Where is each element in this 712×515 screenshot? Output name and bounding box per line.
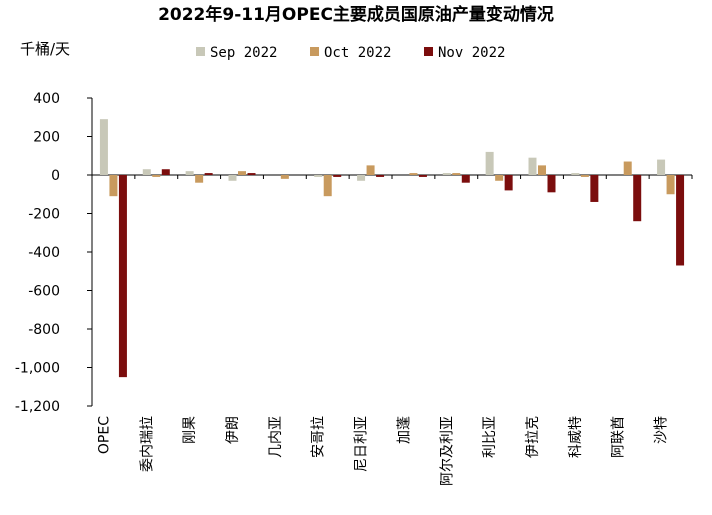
y-tick-label: 200 (33, 130, 60, 146)
bar-3-3 (247, 173, 256, 175)
bar-3-2 (204, 173, 213, 175)
bar-3-13 (676, 175, 685, 266)
legend-swatch-2 (310, 47, 319, 56)
bars (99, 119, 685, 378)
bar-2-3 (238, 171, 246, 175)
bar-1-3 (228, 175, 237, 181)
bar-3-8 (461, 175, 470, 183)
bar-1-8 (442, 173, 451, 175)
bar-3-12 (633, 175, 642, 222)
y-tick-label: -200 (28, 207, 60, 223)
x-tick-label: 刚果 (182, 416, 198, 444)
legend-label-1: Sep 2022 (210, 45, 277, 61)
bar-2-11 (580, 175, 589, 177)
bar-3-9 (504, 175, 513, 191)
bar-1-5 (314, 175, 323, 177)
bar-2-4 (280, 175, 289, 179)
bar-2-6 (366, 165, 375, 176)
bar-1-11 (571, 173, 580, 175)
x-tick-label: 伊朗 (225, 416, 241, 444)
bar-2-10 (538, 165, 546, 176)
y-tick-label: 400 (33, 91, 60, 107)
x-tick-label: 安哥拉 (311, 416, 327, 458)
y-axis-unit-label: 千桶/天 (20, 40, 70, 58)
y-tick-label: -800 (28, 322, 60, 338)
bar-1-2 (185, 171, 194, 175)
x-axis-labels: OPEC 委内瑞拉 刚果 伊朗 几内亚 安哥拉 尼日利亚 加蓬 阿尔及利亚 利比亚 伊拉克 科威特 阿联… (96, 416, 669, 486)
bar-2-7 (409, 173, 418, 175)
legend: Sep 2022 Oct 2022 Nov 2022 (196, 45, 505, 61)
bar-3-0 (118, 175, 127, 378)
bar-3-7 (418, 175, 427, 177)
bar-2-2 (195, 175, 204, 183)
bar-2-13 (666, 175, 675, 195)
bar-3-5 (333, 175, 342, 177)
bar-3-6 (376, 175, 385, 177)
bar-2-12 (623, 161, 632, 175)
x-tick-label: 加蓬 (396, 416, 412, 444)
x-tick-label: 沙特 (654, 416, 670, 444)
y-axis: 400 200 0 -200 -400 -600 -800 -1,000 -1,200 (15, 91, 693, 415)
bar-1-10 (528, 157, 537, 175)
x-tick-label: OPEC (96, 416, 112, 454)
legend-label-2: Oct 2022 (324, 45, 391, 61)
y-tick-label: 0 (51, 168, 60, 184)
bar-1-0 (99, 119, 108, 175)
legend-swatch-1 (196, 47, 205, 56)
legend-label-3: Nov 2022 (438, 45, 505, 61)
bar-1-1 (142, 169, 151, 175)
x-tick-label: 利比亚 (482, 416, 498, 458)
y-tick-label: -1,200 (15, 399, 60, 415)
bar-3-11 (590, 175, 599, 202)
bar-1-13 (657, 159, 666, 175)
y-tick-label: -1,000 (15, 361, 60, 377)
legend-swatch-3 (424, 47, 433, 56)
bar-2-8 (452, 173, 461, 175)
chart-title: 2022年9-11月OPEC主要成员国原油产量变动情况 (158, 4, 554, 25)
x-tick-label: 委内瑞拉 (139, 416, 155, 472)
y-tick-label: -400 (28, 245, 60, 261)
bar-1-6 (357, 175, 366, 181)
bar-2-1 (152, 175, 161, 177)
x-tick-label: 科威特 (568, 416, 584, 458)
bar-2-0 (109, 175, 118, 197)
bar-2-9 (495, 175, 504, 181)
bar-3-1 (161, 169, 170, 175)
y-tick-label: -600 (28, 284, 60, 300)
bar-1-9 (485, 151, 494, 175)
x-tick-label: 伊拉克 (525, 416, 541, 458)
x-tick-label: 阿尔及利亚 (439, 416, 455, 486)
bar-2-5 (323, 175, 332, 197)
x-tick-label: 尼日利亚 (354, 416, 370, 472)
x-tick-label: 阿联酋 (610, 416, 627, 458)
x-tick-label: 几内亚 (268, 416, 284, 458)
bar-3-10 (547, 175, 556, 193)
